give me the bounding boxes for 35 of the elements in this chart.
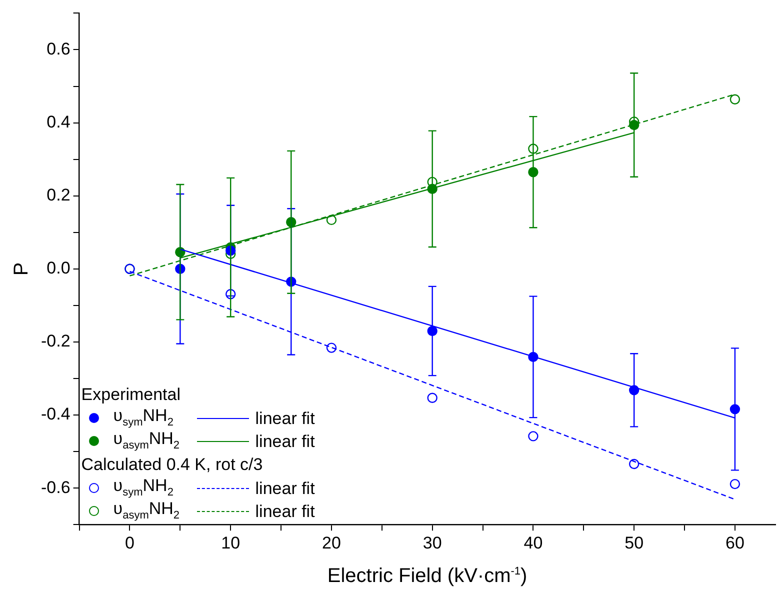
annotation: Experimental bbox=[81, 384, 182, 406]
legend-label: linear fit bbox=[255, 408, 315, 428]
x-tick-label: 10 bbox=[221, 533, 240, 552]
y-axis-title: P bbox=[10, 262, 33, 276]
legend-label: υ$_{asym}$NH$_{2}$ bbox=[113, 429, 181, 452]
y-tick-label: -0.6 bbox=[40, 478, 70, 497]
point bbox=[326, 214, 337, 226]
point bbox=[730, 478, 740, 490]
x-tick-label: 30 bbox=[422, 533, 442, 552]
annotation: Calculated 0.4 K, rot c/3 bbox=[81, 454, 264, 476]
point bbox=[427, 392, 438, 403]
x-tick-label: 20 bbox=[322, 533, 341, 552]
point bbox=[730, 94, 740, 105]
x-tick-label: 60 bbox=[725, 533, 744, 552]
legend-label: υ$_{asym}$NH$_{2}$ bbox=[113, 499, 181, 522]
legend-label: linear fit bbox=[255, 478, 315, 498]
y-tick-label: 0.6 bbox=[46, 39, 70, 58]
point bbox=[528, 431, 538, 442]
legend-label: linear fit bbox=[255, 432, 315, 451]
x-tick-label: 50 bbox=[624, 533, 644, 552]
y-tick-label: 0.4 bbox=[46, 112, 70, 132]
x-tick-label: 40 bbox=[524, 533, 543, 552]
point bbox=[326, 342, 337, 353]
x-tick-label: 0 bbox=[124, 533, 134, 552]
x-axis-title: Electric Field (kV·cm$^{-1}$) bbox=[326, 564, 528, 588]
legend-label: υ$_{sym}$NH$_{2}$ bbox=[113, 476, 174, 499]
y-tick-label: -0.4 bbox=[40, 404, 70, 424]
y-tick-label: 0.0 bbox=[46, 258, 70, 278]
point bbox=[226, 289, 236, 300]
legend-label: linear fit bbox=[255, 502, 315, 521]
point bbox=[628, 458, 640, 470]
legend-label: υ$_{sym}$NH$_{2}$ bbox=[113, 406, 174, 429]
y-tick-label: 0.2 bbox=[46, 186, 70, 205]
point bbox=[528, 144, 538, 154]
y-tick-label: -0.2 bbox=[40, 332, 70, 351]
